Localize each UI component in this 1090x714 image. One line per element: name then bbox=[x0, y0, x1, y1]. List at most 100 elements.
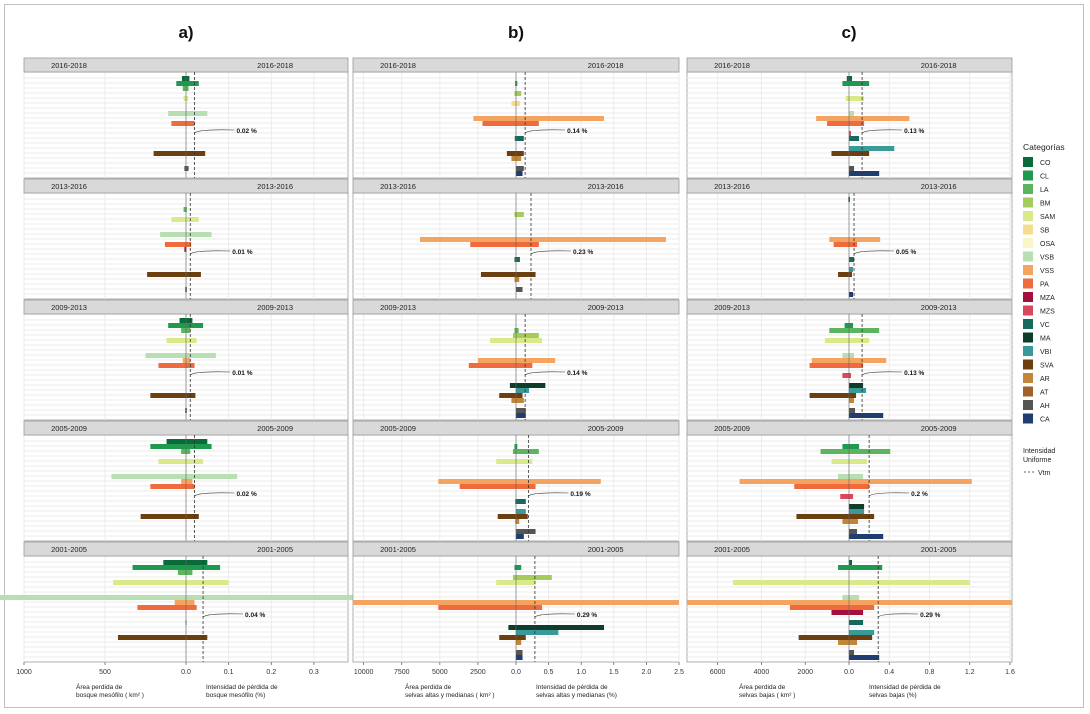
bar-area-la bbox=[820, 449, 849, 454]
bar-area-pa bbox=[164, 242, 186, 247]
tick-label-right: 0.5 bbox=[544, 669, 554, 676]
strip-label-left: 2009-2013 bbox=[51, 303, 87, 312]
vtm-label: 0.2 % bbox=[911, 491, 928, 498]
bar-area-la bbox=[514, 328, 516, 333]
bar-area-co bbox=[166, 439, 186, 444]
bar-area-pa bbox=[809, 363, 849, 368]
vtm-label: 0.02 % bbox=[237, 128, 257, 135]
bar-intensity-sva bbox=[186, 635, 208, 640]
bar-intensity-pa bbox=[849, 242, 858, 247]
bar-area-la bbox=[829, 328, 849, 333]
bar-area-vc bbox=[515, 499, 516, 504]
legend-label-ah: AH bbox=[1040, 403, 1050, 410]
bar-intensity-la bbox=[516, 449, 539, 454]
legend-swatch-la bbox=[1023, 184, 1033, 194]
legend-label-ar: AR bbox=[1040, 376, 1050, 383]
bar-area-pa bbox=[482, 121, 516, 126]
facet-c-2016-2018: 2016-2018 2016-2018 0.13 % bbox=[686, 57, 1013, 179]
tick-label-left: 2500 bbox=[470, 669, 486, 676]
bar-intensity-la bbox=[186, 449, 191, 454]
bar-intensity-mzs bbox=[849, 131, 852, 136]
bar-area-sva bbox=[798, 635, 849, 640]
bar-intensity-co bbox=[849, 197, 851, 202]
figure-frame bbox=[4, 4, 1084, 708]
vtm-label-leader bbox=[524, 129, 566, 134]
strip-label-left: 2005-2009 bbox=[380, 424, 416, 433]
bar-intensity-vss bbox=[849, 237, 881, 242]
bar-area-co bbox=[179, 318, 186, 323]
strip-label-right: 2016-2018 bbox=[588, 61, 624, 70]
bar-intensity-vc bbox=[849, 257, 855, 262]
bar-area-cl bbox=[515, 81, 516, 86]
bar-area-vss bbox=[811, 358, 849, 363]
bar-intensity-pa bbox=[516, 242, 539, 247]
panel-letter-a: a) bbox=[178, 23, 193, 42]
facet-strip bbox=[686, 178, 1013, 194]
legend-label-at: AT bbox=[1040, 390, 1049, 397]
left-axis-title: bosque mesófilo ( km² ) bbox=[76, 692, 144, 699]
legend-label-ca: CA bbox=[1040, 417, 1050, 424]
legend-swatch-pa bbox=[1023, 278, 1033, 289]
vtm-label-leader bbox=[194, 492, 235, 497]
legend-label-ma: MA bbox=[1040, 336, 1051, 343]
bar-intensity-vsb bbox=[849, 111, 855, 116]
bar-intensity-bm bbox=[516, 91, 522, 96]
bar-area-cl bbox=[838, 565, 849, 570]
bar-intensity-ar bbox=[516, 519, 520, 524]
vtm-label: 0.23 % bbox=[573, 249, 593, 256]
bar-area-la bbox=[183, 207, 186, 212]
bar-area-ah bbox=[185, 287, 186, 292]
bar-intensity-cl bbox=[186, 81, 199, 86]
bar-area-bm bbox=[514, 212, 516, 217]
legend-swatch-mzs bbox=[1023, 305, 1033, 316]
bar-area-sva bbox=[506, 151, 516, 156]
bar-area-sva bbox=[480, 272, 516, 277]
bar-intensity-vss bbox=[516, 600, 679, 605]
strip-label-right: 2016-2018 bbox=[921, 61, 957, 70]
legend-label-mzs: MZS bbox=[1040, 309, 1055, 316]
strip-label-left: 2016-2018 bbox=[380, 61, 416, 70]
tick-label-left: 0.0 bbox=[844, 669, 854, 676]
bar-intensity-sam bbox=[516, 459, 533, 464]
bar-intensity-ar bbox=[516, 156, 522, 161]
bar-intensity-vss bbox=[186, 358, 191, 363]
bar-intensity-sva bbox=[849, 272, 853, 277]
bar-intensity-sva bbox=[849, 514, 875, 519]
bar-intensity-ca bbox=[516, 534, 524, 539]
bar-area-ah bbox=[184, 166, 186, 171]
bar-area-pa bbox=[150, 484, 186, 489]
bar-intensity-vc bbox=[516, 499, 526, 504]
bar-area-sva bbox=[809, 393, 849, 398]
strip-label-left: 2013-2016 bbox=[380, 182, 416, 191]
facet-strip bbox=[686, 57, 1013, 73]
strip-label-right: 2005-2009 bbox=[921, 424, 957, 433]
facet-a-2009-2013: 2009-2013 2009-2013 0.01 % bbox=[23, 299, 349, 421]
bar-area-vss bbox=[829, 237, 849, 242]
bar-intensity-ah bbox=[186, 166, 189, 171]
bar-area-pa bbox=[827, 121, 849, 126]
bar-area-ar bbox=[842, 519, 849, 524]
bar-intensity-co bbox=[186, 560, 208, 565]
legend-swatch-ar bbox=[1023, 373, 1033, 383]
bar-intensity-pa bbox=[516, 363, 533, 368]
bar-area-vss bbox=[438, 479, 516, 484]
bar-intensity-sva bbox=[516, 635, 526, 640]
bar-intensity-ah bbox=[186, 408, 187, 413]
bar-area-vss bbox=[181, 479, 186, 484]
legend-swatch-sb bbox=[1023, 224, 1033, 235]
facet-strip bbox=[686, 541, 1013, 557]
vtm-label: 0.01 % bbox=[232, 370, 252, 377]
panel-letter-c: c) bbox=[841, 23, 856, 42]
bar-intensity-pa bbox=[186, 121, 195, 126]
bar-intensity-cl bbox=[516, 444, 518, 449]
bar-intensity-vbi bbox=[849, 388, 867, 393]
bar-intensity-pa bbox=[516, 484, 536, 489]
legend-label-cl: CL bbox=[1040, 174, 1049, 181]
bar-intensity-vsb bbox=[186, 474, 238, 479]
bar-intensity-bm bbox=[516, 212, 524, 217]
bar-area-sam bbox=[166, 338, 186, 343]
bar-intensity-vss bbox=[849, 479, 972, 484]
vtm-label: 0.02 % bbox=[237, 491, 257, 498]
